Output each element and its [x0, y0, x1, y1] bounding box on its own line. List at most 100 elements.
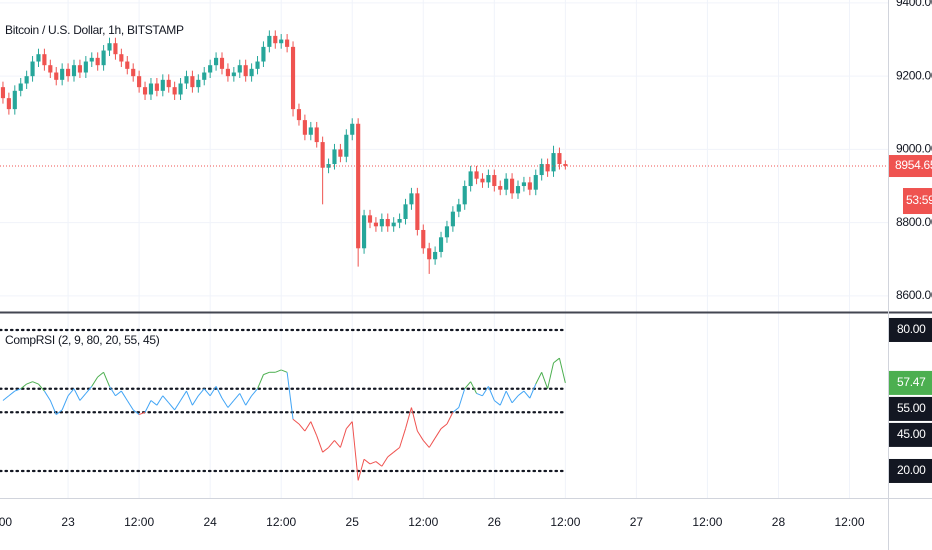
indicator-segment	[328, 440, 335, 448]
labels: 12:00 23 12:00 24 12:00 25 12:00 26 12:00 27 12:00…	[0, 0, 932, 529]
candle-body	[77, 65, 82, 73]
indicator-segment	[275, 369, 282, 373]
candle-body	[36, 54, 41, 62]
candle-body	[83, 61, 88, 73]
candle-body	[42, 54, 47, 66]
indicator-segment	[405, 407, 412, 429]
indicator-segment	[334, 440, 341, 448]
indicator-segment	[351, 421, 359, 481]
indicator-segment	[132, 409, 140, 415]
indicator-segment	[440, 423, 448, 430]
indicator-segment	[144, 400, 152, 413]
candle-body	[148, 83, 154, 95]
candle-body	[184, 76, 189, 84]
indicator-segment	[38, 383, 45, 392]
indicator-segment	[487, 386, 495, 401]
candle-body	[89, 57, 94, 62]
candle-body	[320, 142, 325, 168]
candle-body	[290, 46, 296, 110]
indicator-segment	[49, 400, 57, 415]
x-tick-label: 12:00	[692, 515, 722, 529]
candle-body	[261, 46, 266, 62]
indicator-segment	[339, 428, 347, 448]
candle-body	[474, 171, 479, 179]
indicator-segment	[529, 383, 537, 399]
indicator-segment	[32, 381, 39, 385]
y-tick-label: 8800.00	[896, 215, 932, 229]
candle-body	[332, 149, 337, 165]
candle-body	[338, 149, 343, 157]
indicator-segment	[14, 388, 21, 392]
y-tick-label-box	[889, 396, 932, 421]
candle-body	[367, 215, 373, 223]
candle-body	[18, 83, 23, 91]
indicator-segment	[310, 421, 318, 436]
candle-body	[107, 43, 112, 51]
indicator-segment	[369, 461, 377, 465]
y-tick-label: 45.00	[897, 427, 926, 441]
indicator-segment	[8, 390, 16, 397]
candle-body	[391, 222, 396, 227]
candle-body	[255, 61, 260, 69]
candle-body	[285, 39, 290, 47]
indicator-segment	[85, 386, 93, 394]
indicator-segment	[517, 390, 525, 397]
indicator-segment	[322, 447, 329, 453]
x-tick-label: 12:00	[266, 515, 296, 529]
indicator-segment	[180, 390, 187, 401]
indicator-segment	[209, 386, 217, 397]
candle-body	[142, 87, 148, 95]
indicator-segment	[263, 371, 270, 376]
y-tick-label: 9200.00	[896, 68, 932, 82]
candle-body	[415, 193, 420, 230]
indicator-segment	[547, 362, 555, 389]
candle-body	[119, 54, 124, 62]
candle-body	[0, 87, 6, 99]
candle-body	[498, 186, 503, 190]
indicator-segment	[422, 440, 430, 448]
candle-body	[427, 248, 432, 260]
candle-body	[190, 76, 195, 88]
indicator-segment	[20, 383, 27, 390]
candle-body	[379, 218, 384, 227]
indicator-segment	[541, 372, 549, 389]
candle-body	[527, 182, 532, 190]
candle-body	[504, 178, 509, 190]
x-tick-label: 12:00	[0, 515, 12, 529]
candle-body	[521, 182, 526, 187]
candle-body	[137, 76, 142, 88]
candle-body	[30, 61, 35, 77]
candle-body	[515, 186, 521, 194]
indicator-segment	[345, 421, 353, 429]
candle-body	[480, 178, 485, 183]
indicator-segment	[281, 369, 288, 373]
indicator-segment	[91, 376, 99, 387]
candle-body	[66, 68, 71, 77]
indicator-segment	[2, 395, 10, 401]
indicator-segment	[381, 456, 389, 467]
x-tick-label: 12:00	[550, 515, 580, 529]
candle-body	[308, 127, 313, 135]
candle-body	[12, 90, 17, 110]
indicator-segment	[410, 407, 418, 432]
indicator-segment	[73, 388, 81, 401]
candle-body	[510, 178, 515, 194]
candle-body	[231, 72, 236, 77]
indicator-segment	[558, 358, 566, 384]
indicator-segment	[150, 400, 158, 406]
indicator-segment	[363, 458, 371, 465]
x-tick-label: 27	[630, 515, 644, 529]
indicator-segment	[245, 395, 253, 406]
y-tick-label-box	[889, 422, 932, 447]
candle-body	[450, 211, 455, 227]
candle-body	[48, 65, 53, 73]
candle-body	[6, 98, 11, 110]
candle-body	[468, 171, 473, 187]
marks	[0, 30, 888, 481]
candle-body	[296, 109, 302, 121]
x-tick-label: 12:00	[124, 515, 154, 529]
indicator-segment	[26, 381, 33, 385]
countdown-label: 53:59	[906, 193, 932, 207]
